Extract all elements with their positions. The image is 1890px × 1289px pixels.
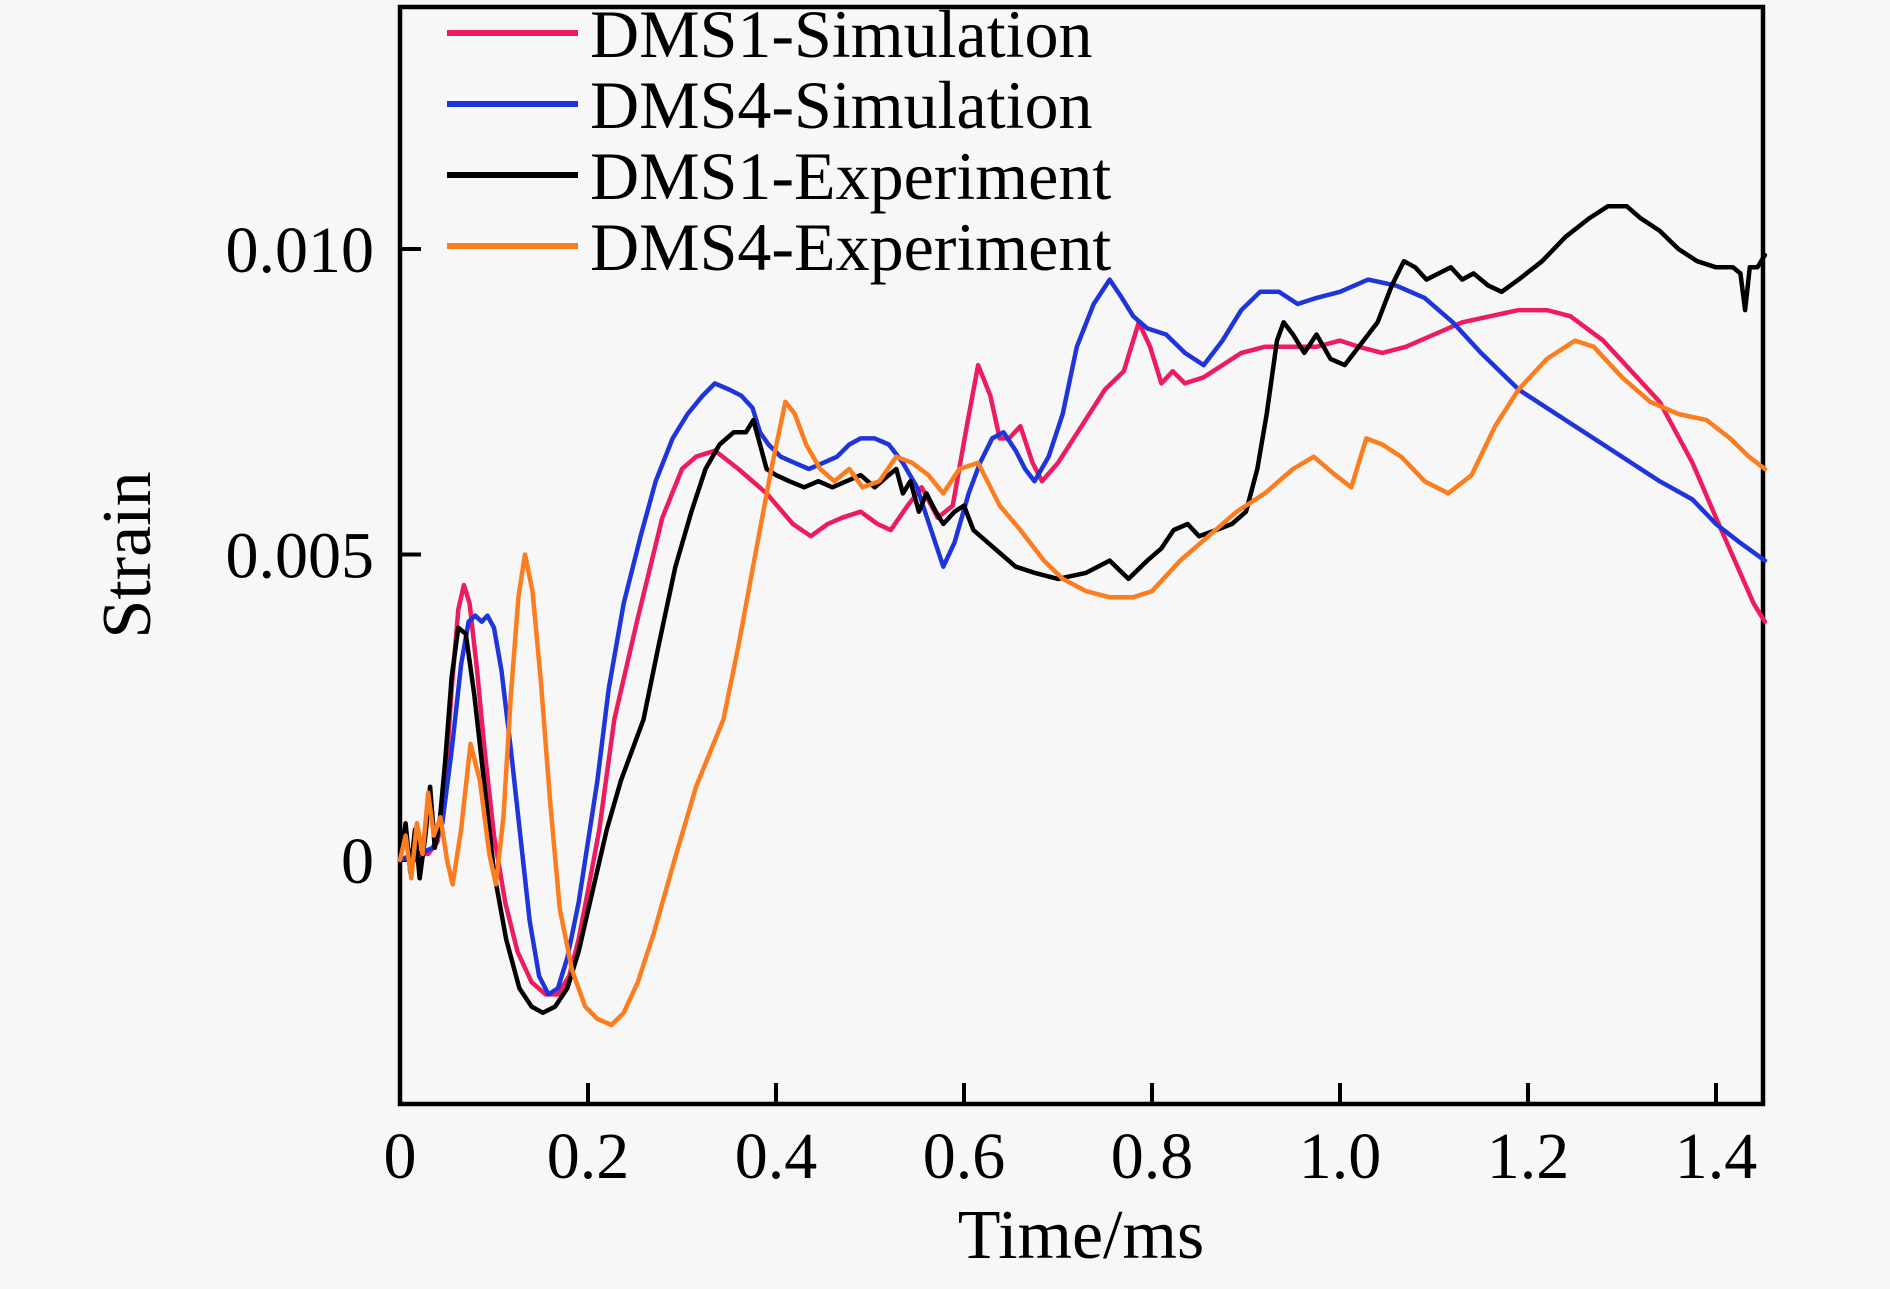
legend-label-dms4-experiment: DMS4-Experiment	[590, 209, 1111, 285]
x-tick-label: 0	[384, 1120, 417, 1193]
y-tick-label: 0.010	[226, 214, 375, 287]
series-line-dms4-experiment	[397, 338, 1768, 1028]
y-tick-label: 0.005	[226, 520, 375, 593]
series-lines	[397, 203, 1768, 1028]
legend-label-dms1-simulation: DMS1-Simulation	[590, 0, 1093, 72]
legend-label-dms1-experiment: DMS1-Experiment	[590, 138, 1111, 214]
x-axis-ticks: 0 0.2 0.4 0.6 0.8 1.0 1.2 1.4	[384, 1083, 1758, 1193]
y-axis-ticks: 0 0.005 0.010	[226, 214, 421, 898]
x-tick-label: 0.4	[735, 1120, 818, 1193]
series-line-dms1-simulation	[397, 307, 1768, 997]
x-axis-title: Time/ms	[958, 1197, 1204, 1274]
x-tick-label: 0.6	[923, 1120, 1006, 1193]
legend-label-dms4-simulation: DMS4-Simulation	[590, 67, 1093, 143]
y-axis-title: Strain	[89, 471, 166, 638]
legend: DMS1-SimulationDMS4-SimulationDMS1-Exper…	[447, 0, 1111, 285]
x-tick-label: 0.2	[547, 1120, 630, 1193]
plot-border	[397, 4, 1766, 1107]
x-tick-label: 0.8	[1111, 1120, 1194, 1193]
series-line-dms4-simulation	[397, 277, 1768, 997]
y-tick-label: 0	[341, 825, 374, 898]
x-tick-label: 1.0	[1299, 1120, 1382, 1193]
series-line-dms1-experiment	[397, 203, 1768, 1016]
x-tick-label: 1.4	[1675, 1120, 1758, 1193]
x-tick-label: 1.2	[1487, 1120, 1570, 1193]
